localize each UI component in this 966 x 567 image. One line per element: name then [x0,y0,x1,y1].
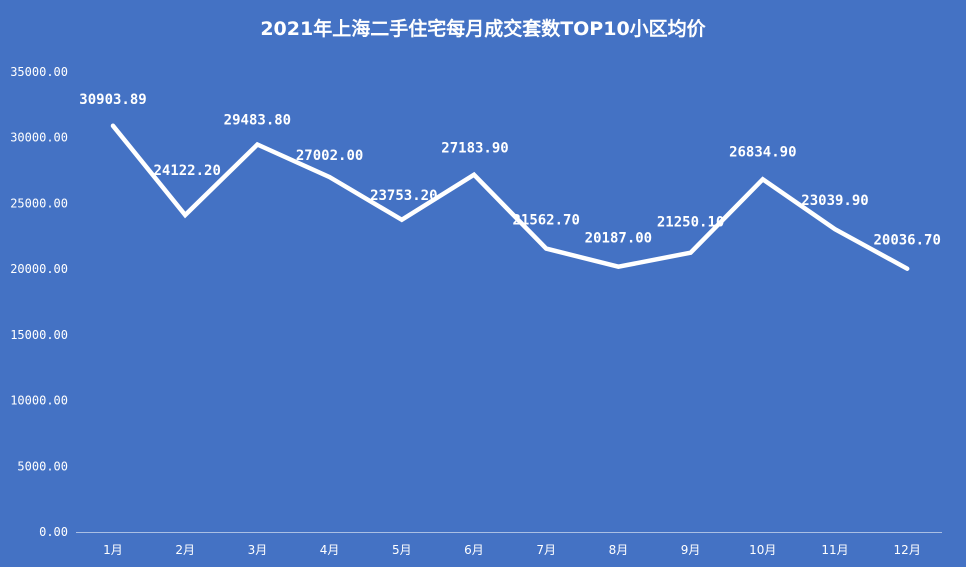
x-tick-label: 3月 [248,543,268,557]
y-tick-label: 35000.00 [10,65,68,79]
data-label: 23039.90 [801,193,868,209]
y-tick-label: 10000.00 [10,394,68,408]
y-tick-label: 30000.00 [10,131,68,145]
x-tick-label: 4月 [320,543,340,557]
x-tick-label: 5月 [392,543,412,557]
series-line [110,123,910,271]
x-tick-label: 1月 [103,543,123,557]
data-label: 23753.20 [370,188,437,204]
y-tick-label: 0.00 [39,525,68,539]
drop-lines [112,125,908,532]
x-axis: 1月 2月 3月 4月 5月 6月 7月 8月 9月 10月 11月 12月 [76,532,942,557]
x-tick-label: 7月 [536,543,556,557]
x-tick-label: 2月 [175,543,195,557]
series [110,123,910,271]
data-label: 30903.89 [79,92,146,108]
y-axis: 0.00 5000.00 10000.00 15000.00 20000.00 25000… [10,65,68,539]
x-tick-label: 10月 [749,543,776,557]
data-label: 24122.20 [153,163,220,179]
data-label: 21250.10 [657,215,724,231]
y-tick-label: 25000.00 [10,196,68,210]
data-label: 26834.90 [729,144,796,160]
data-label: 20036.70 [873,233,940,249]
data-label: 21562.70 [512,213,579,229]
chart-title: 2021年上海二手住宅每月成交套数TOP10小区均价 [260,17,706,40]
data-labels: 30903.89 24122.20 29483.80 27002.00 23753.20… [79,92,941,249]
x-tick-label: 8月 [609,543,629,557]
y-tick-label: 15000.00 [10,328,68,342]
x-tick-label: 12月 [894,543,921,557]
y-tick-label: 20000.00 [10,262,68,276]
data-label: 27002.00 [296,148,363,164]
data-label: 27183.90 [441,141,508,157]
x-tick-label: 9月 [681,543,701,557]
data-label: 29483.80 [224,112,291,128]
x-tick-label: 6月 [464,543,484,557]
data-label: 20187.00 [585,231,652,247]
x-tick-label: 11月 [821,543,848,557]
y-tick-label: 5000.00 [17,459,68,473]
